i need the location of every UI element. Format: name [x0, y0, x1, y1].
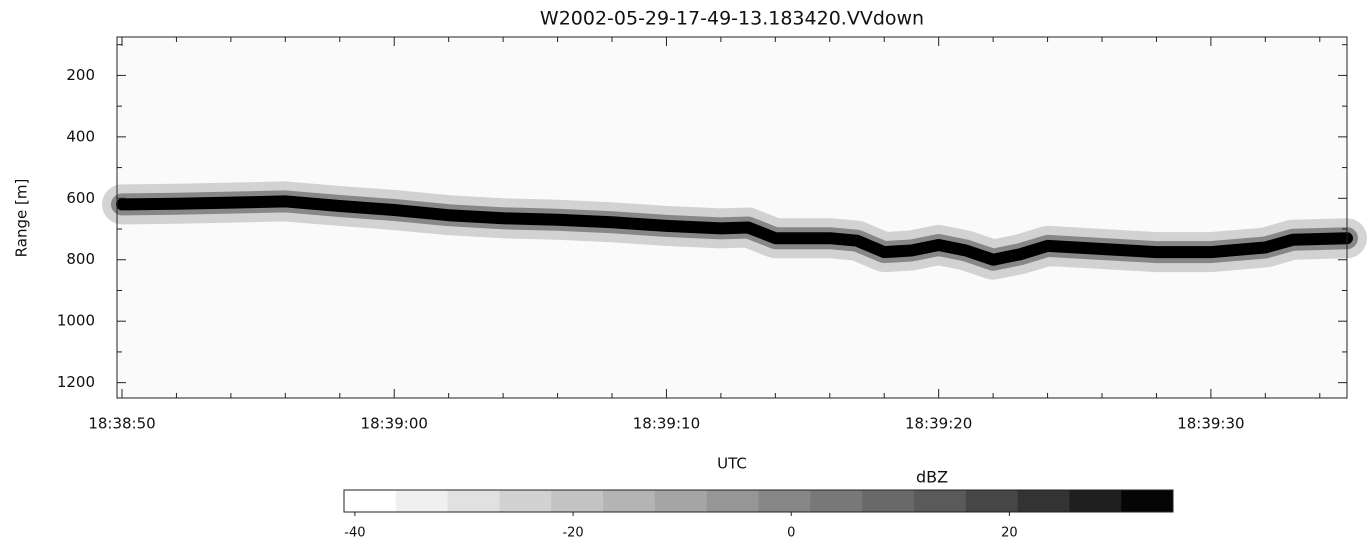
- x-tick-label: 18:39:10: [633, 415, 700, 433]
- x-tick-label: 18:39:00: [361, 415, 428, 433]
- x-tick-label: 18:39:20: [905, 415, 972, 433]
- colorbar-swatch: [603, 490, 656, 512]
- plot-frame: [116, 36, 1348, 399]
- colorbar-swatch: [1017, 490, 1070, 512]
- colorbar-swatch: [758, 490, 811, 512]
- y-axis-label: Range [m]: [13, 179, 31, 258]
- colorbar-swatch: [654, 490, 708, 512]
- colorbar-swatch: [344, 490, 397, 512]
- colorbar-tick-label: -40: [344, 526, 365, 541]
- colorbar-tick-label: 20: [1001, 526, 1018, 541]
- colorbar-frame: [343, 489, 1174, 513]
- y-tick-label: 1200: [57, 373, 95, 391]
- colorbar-swatch: [499, 490, 552, 512]
- y-tick-label: 800: [66, 250, 95, 268]
- colorbar-swatch: [913, 490, 967, 512]
- y-tick-label: 1000: [57, 312, 95, 330]
- colorbar-swatch: [551, 490, 604, 512]
- layer-line: [116, 195, 1353, 266]
- colorbar-swatch: [1121, 490, 1174, 512]
- x-axis-label: UTC: [717, 455, 747, 473]
- colorbar-swatch: [965, 490, 1019, 512]
- colorbar-swatch: [395, 490, 449, 512]
- chart-title: W2002-05-29-17-49-13.183420.VVdown: [540, 8, 924, 30]
- colorbar-tick-label: 0: [787, 526, 795, 541]
- colorbar-swatch: [1069, 490, 1122, 512]
- x-tick-label: 18:38:50: [88, 415, 155, 433]
- colorbar-label: dBZ: [916, 468, 948, 487]
- colorbar-swatch: [810, 490, 863, 512]
- y-tick-label: 400: [66, 127, 95, 145]
- x-tick-label: 18:39:30: [1177, 415, 1244, 433]
- y-tick-label: 600: [66, 189, 95, 207]
- y-tick-label: 200: [66, 66, 95, 84]
- colorbar-swatch: [862, 490, 915, 512]
- colorbar-swatch: [706, 490, 759, 512]
- colorbar-tick-label: -20: [562, 526, 583, 541]
- colorbar-swatch: [447, 490, 500, 512]
